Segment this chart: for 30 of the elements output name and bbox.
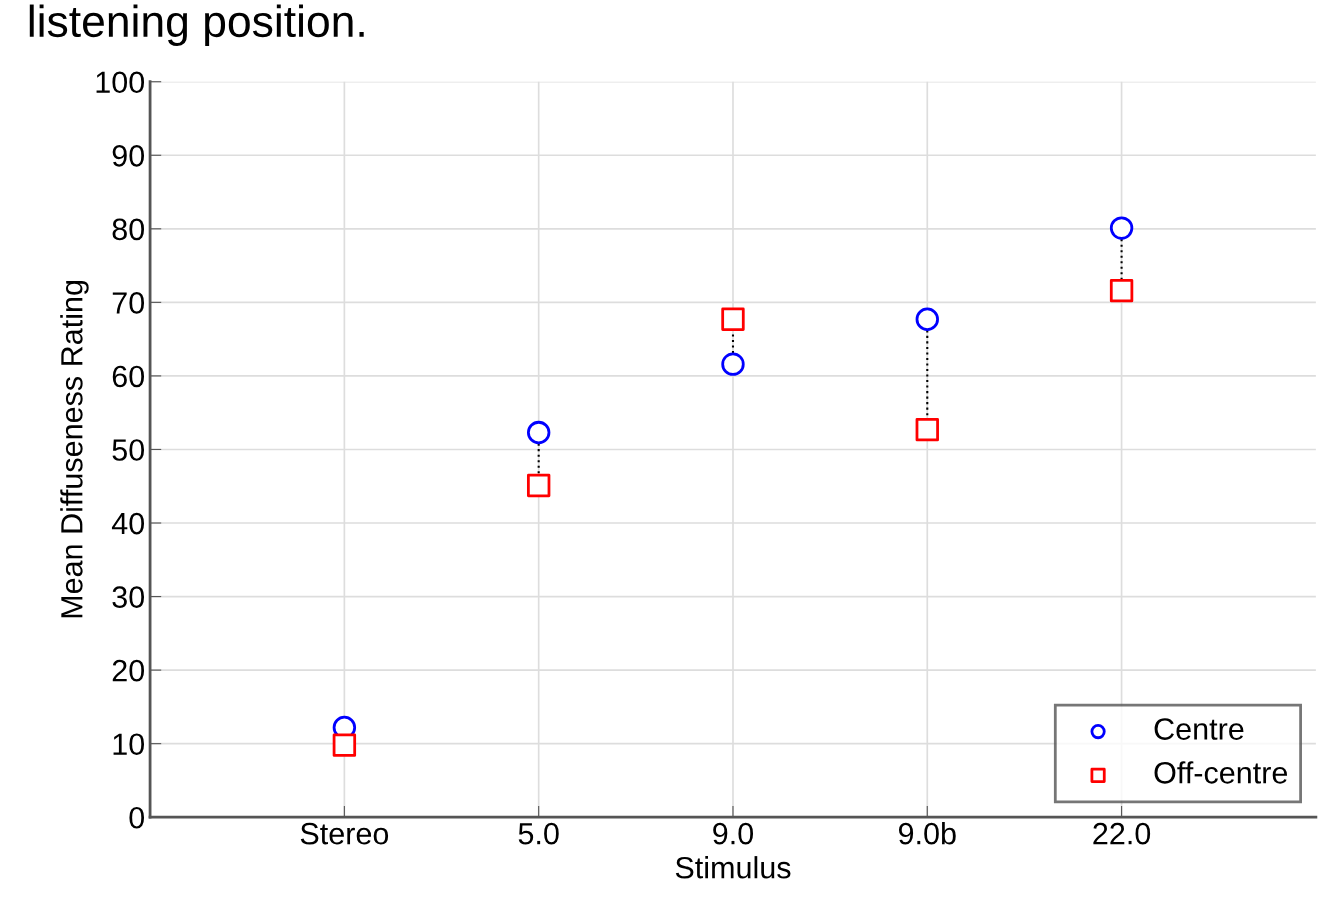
- y-tick-label: 80: [112, 218, 145, 241]
- point: [332, 733, 357, 757]
- point: [915, 307, 939, 331]
- y-tick-label: 10: [113, 733, 145, 756]
- y-tick-label: 30: [112, 586, 145, 608]
- x-tick-label: 9.0: [713, 822, 754, 845]
- y-tick-label: 90: [112, 145, 145, 167]
- y-tick-label: 40: [111, 512, 145, 535]
- x-tick-label: 9.0b: [898, 822, 956, 845]
- y-tick-label: 20: [112, 659, 145, 682]
- y-tick-label: 50: [112, 439, 145, 461]
- legend-label: Centre: [1154, 718, 1244, 740]
- y-tick-label: 100: [96, 71, 145, 94]
- y-tick-label: 60: [112, 365, 145, 388]
- x-tick-label: 22.0: [1093, 822, 1151, 845]
- point: [526, 473, 551, 498]
- point: [721, 307, 745, 331]
- y-tick-label: 70: [112, 292, 145, 314]
- chart-title: listening position.: [29, 4, 364, 46]
- x-tick-label: 5.0: [518, 822, 559, 845]
- point: [915, 417, 939, 442]
- legend-label: Off-centre: [1154, 761, 1288, 784]
- point: [1109, 216, 1134, 240]
- x-axis-title: Stimulus: [675, 856, 791, 879]
- point: [1109, 278, 1134, 303]
- y-axis-title: Mean Diffuseness Rating: [60, 281, 89, 618]
- point: [526, 420, 551, 445]
- y-tick-label: 0: [129, 806, 145, 829]
- x-tick-label: Stereo: [300, 822, 389, 845]
- point: [721, 352, 745, 376]
